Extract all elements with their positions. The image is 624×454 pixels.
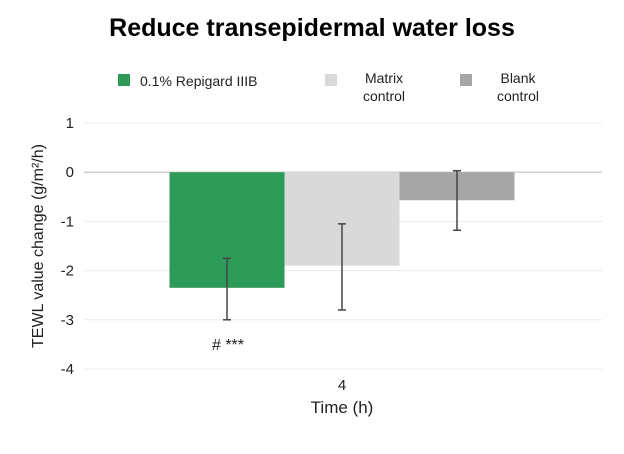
legend-label-repigard: 0.1% Repigard IIIB [140,73,258,89]
x-tick-label: 4 [338,377,346,394]
legend-swatch-repigard [118,74,130,86]
chart-title: Reduce transepidermal water loss [109,14,515,42]
legend-swatch-blank [460,74,472,86]
significance-annotation: # *** [212,337,244,354]
y-tick-label: -4 [61,361,74,378]
legend-label-blank: Blank control [496,70,540,104]
y-tick-label: 0 [66,164,74,181]
y-axis-label: TEWL value change (g/m²/h) [30,144,47,348]
y-tick-label: -3 [61,312,74,329]
legend-swatch-matrix [325,74,337,86]
y-tick-labels: 1 0 -1 -2 -3 -4 [61,115,74,378]
error-bars [223,169,461,321]
y-tick-label: 1 [66,115,74,132]
x-axis-label: Time (h) [311,398,374,417]
y-tick-label: -2 [61,263,74,280]
legend-label-matrix: Matrix control [362,70,406,104]
y-tick-label: -1 [61,213,74,230]
